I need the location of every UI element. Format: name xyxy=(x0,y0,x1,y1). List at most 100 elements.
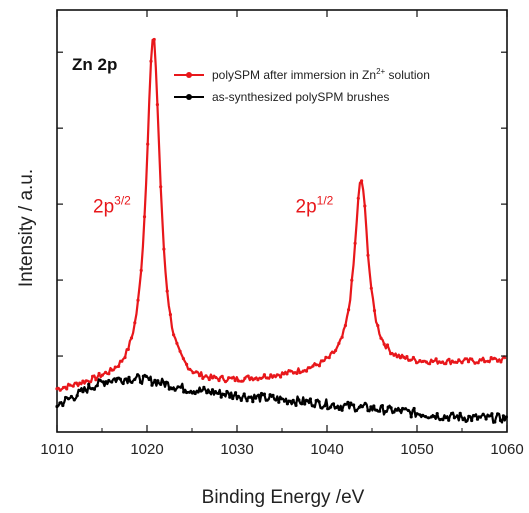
series-0-point-180 xyxy=(347,308,351,312)
series-0-point-20 xyxy=(87,380,91,384)
x-tick-label-1010: 1010 xyxy=(40,441,73,458)
series-0-point-200 xyxy=(379,336,383,340)
x-tick-label-1060: 1060 xyxy=(490,441,523,458)
series-0-point-16 xyxy=(81,379,85,383)
series-1-point-52 xyxy=(130,380,134,384)
series-1-point-180 xyxy=(314,399,318,403)
series-0-point-114 xyxy=(240,379,244,383)
series-0-point-272 xyxy=(496,359,500,363)
series-1-point-140 xyxy=(257,393,261,397)
series-0-point-206 xyxy=(389,352,393,356)
series-1-point-176 xyxy=(308,397,312,401)
series-1-point-156 xyxy=(280,397,284,401)
series-1-point-238 xyxy=(398,408,402,412)
series-1-point-70 xyxy=(156,379,160,383)
series-1-point-118 xyxy=(225,389,229,394)
series-0-point-68 xyxy=(165,289,169,293)
series-0-point-252 xyxy=(463,357,467,361)
series-1-point-10 xyxy=(69,394,73,399)
series-1-point-296 xyxy=(481,412,485,416)
series-1-point-78 xyxy=(167,387,171,391)
series-0-point-244 xyxy=(450,359,454,363)
series-1-point-132 xyxy=(245,399,249,403)
series-0-point-136 xyxy=(275,373,279,377)
series-1-point-18 xyxy=(81,390,85,394)
series-0-point-170 xyxy=(330,350,334,354)
series-0-point-182 xyxy=(350,278,354,282)
x-tick-label-1040: 1040 xyxy=(310,441,343,458)
series-0-point-184 xyxy=(353,241,357,245)
series-0-point-50 xyxy=(136,298,140,302)
series-1-point-36 xyxy=(107,378,111,383)
series-1-point-116 xyxy=(222,392,226,397)
series-1-point-32 xyxy=(101,380,105,384)
series-1-point-282 xyxy=(461,418,465,422)
series-0-point-220 xyxy=(411,355,415,360)
series-1-point-276 xyxy=(452,416,456,420)
series-1-point-246 xyxy=(409,415,413,419)
series-1-point-98 xyxy=(196,390,200,394)
series-0-point-96 xyxy=(210,376,215,380)
series-1-point-312 xyxy=(504,415,508,419)
series-1-point-302 xyxy=(490,412,494,416)
series-1-point-226 xyxy=(380,404,384,408)
series-0-point-36 xyxy=(113,365,117,369)
series-0-point-70 xyxy=(168,313,172,317)
series-0-point-258 xyxy=(473,361,477,365)
series-1-point-244 xyxy=(406,408,410,413)
annotation-peak-3-2-sup: 3/2 xyxy=(114,194,131,208)
legend: polySPM after immersion in Zn2+ solution… xyxy=(174,67,430,104)
series-0-point-168 xyxy=(327,356,331,360)
series-1-point-234 xyxy=(392,410,396,414)
series-1-point-86 xyxy=(179,385,183,389)
series-1-point-94 xyxy=(190,391,194,395)
series-0-point-226 xyxy=(421,359,425,363)
series-0-point-32 xyxy=(107,372,111,376)
series-0-point-118 xyxy=(246,374,250,378)
series-1-point-194 xyxy=(334,405,338,410)
series-1-point-220 xyxy=(372,404,376,408)
legend-label-red-sup: 2+ xyxy=(376,67,385,76)
series-1-point-300 xyxy=(487,414,491,418)
series-1-point-124 xyxy=(234,391,238,395)
series-0-point-22 xyxy=(91,374,95,378)
series-1-point-260 xyxy=(429,415,433,419)
series-0-point-108 xyxy=(230,376,234,380)
series-1-point-102 xyxy=(202,385,206,389)
series-1-point-304 xyxy=(493,420,497,424)
series-1-point-192 xyxy=(331,402,336,406)
series-0-point-240 xyxy=(444,362,448,366)
series-0-point-224 xyxy=(418,359,422,363)
series-0-point-202 xyxy=(382,342,386,346)
series-0-point-248 xyxy=(457,358,461,362)
series-1-point-164 xyxy=(291,398,295,402)
series-1-point-248 xyxy=(412,406,416,411)
series-0-point-48 xyxy=(133,321,137,325)
series-0-point-232 xyxy=(431,359,435,364)
series-0-point-218 xyxy=(408,358,412,362)
series-0-point-110 xyxy=(233,379,237,383)
series-1-point-24 xyxy=(90,387,94,391)
series-1-point-274 xyxy=(450,411,454,416)
series-1-point-50 xyxy=(127,375,131,379)
series-1-point-228 xyxy=(383,410,387,414)
series-1-point-258 xyxy=(426,416,431,420)
series-0-point-2 xyxy=(58,388,62,392)
series-1-point-110 xyxy=(213,390,217,394)
series-1-point-46 xyxy=(121,381,125,386)
series-1-point-40 xyxy=(113,377,117,381)
series-0-point-256 xyxy=(470,357,474,361)
series-1-point-214 xyxy=(363,401,367,405)
series-0-point-238 xyxy=(441,360,445,364)
series-0-point-194 xyxy=(369,286,373,290)
series-1-point-34 xyxy=(104,380,108,384)
series-1-point-218 xyxy=(369,405,373,409)
series-0-point-190 xyxy=(363,204,367,208)
series-1-point-200 xyxy=(343,402,347,406)
series-0-point-172 xyxy=(334,348,338,353)
series-1-point-266 xyxy=(438,418,442,422)
series-0-point-260 xyxy=(476,361,480,365)
series-1-point-84 xyxy=(176,385,180,389)
legend-marker-red xyxy=(186,72,192,78)
series-1-point-160 xyxy=(285,402,289,406)
